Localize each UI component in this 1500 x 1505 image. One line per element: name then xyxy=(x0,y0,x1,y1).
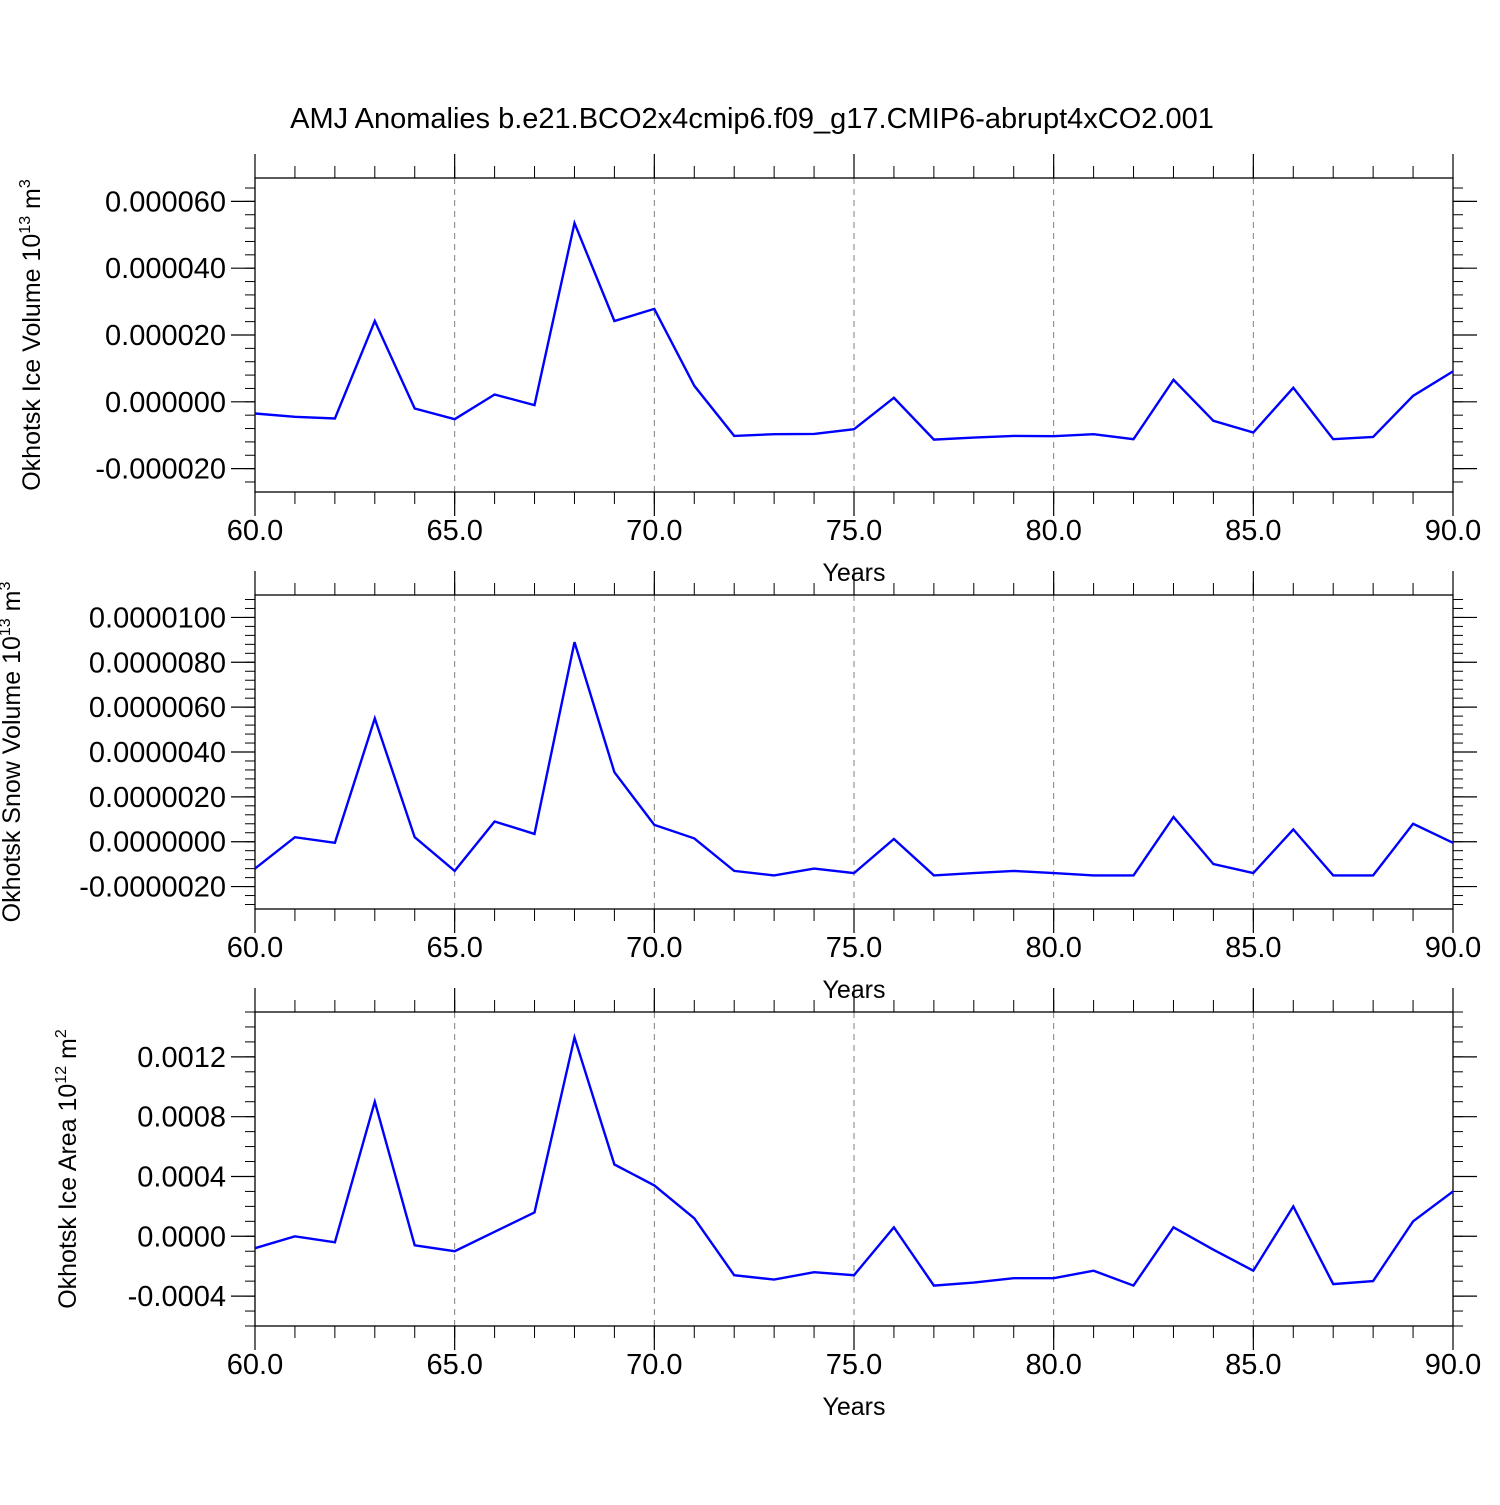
x-tick-label: 60.0 xyxy=(227,515,283,547)
y-tick-label: 0.0000080 xyxy=(89,647,226,679)
x-tick-label: 90.0 xyxy=(1425,932,1481,964)
y-tick-label: 0.000020 xyxy=(105,320,226,352)
y-tick-label: 0.0012 xyxy=(137,1042,226,1074)
x-tick-label: 75.0 xyxy=(826,1349,882,1381)
y-axis-label-superscript: 13 xyxy=(17,216,34,234)
y-tick-label: -0.000020 xyxy=(95,454,226,486)
y-axis-label-part: Okhotsk Ice Area 10 xyxy=(54,1084,82,1309)
y-axis-label-part: Okhotsk Snow Volume 10 xyxy=(0,636,26,922)
y-tick-label: 0.0000020 xyxy=(89,782,226,814)
x-tick-label: 90.0 xyxy=(1425,515,1481,547)
x-tick-label: 70.0 xyxy=(626,515,682,547)
x-tick-label: 85.0 xyxy=(1225,932,1281,964)
x-tick-label: 80.0 xyxy=(1025,515,1081,547)
y-axis-label-part: m xyxy=(54,1038,82,1066)
figure-title: AMJ Anomalies b.e21.BCO2x4cmip6.f09_g17.… xyxy=(290,103,1214,135)
x-tick-label: 70.0 xyxy=(626,1349,682,1381)
y-tick-label: 0.0000100 xyxy=(89,602,226,634)
x-tick-label: 75.0 xyxy=(826,932,882,964)
y-tick-label: 0.0008 xyxy=(137,1102,226,1134)
y-tick-label: 0.000060 xyxy=(105,186,226,218)
y-tick-label: -0.0000020 xyxy=(79,872,226,904)
y-tick-label: 0.0004 xyxy=(137,1161,226,1193)
x-tick-label: 65.0 xyxy=(426,1349,482,1381)
y-tick-label: 0.000000 xyxy=(105,387,226,419)
y-axis-label-superscript: 12 xyxy=(53,1066,70,1084)
y-axis-label-superscript: 2 xyxy=(53,1029,70,1038)
y-axis-label-part: m xyxy=(0,591,26,619)
x-tick-label: 75.0 xyxy=(826,515,882,547)
x-tick-label: 85.0 xyxy=(1225,515,1281,547)
y-tick-label: 0.0000000 xyxy=(89,827,226,859)
x-tick-label: 70.0 xyxy=(626,932,682,964)
x-tick-label: 90.0 xyxy=(1425,1349,1481,1381)
x-tick-label: 60.0 xyxy=(227,1349,283,1381)
y-tick-label: 0.000040 xyxy=(105,253,226,285)
x-tick-label: 65.0 xyxy=(426,515,482,547)
x-tick-label: 65.0 xyxy=(426,932,482,964)
y-tick-label: 0.0000060 xyxy=(89,692,226,724)
x-tick-label: 60.0 xyxy=(227,932,283,964)
y-axis-label-part: Okhotsk Ice Volume 10 xyxy=(18,234,46,491)
y-tick-label: 0.0000040 xyxy=(89,737,226,769)
y-tick-label: 0.0000 xyxy=(137,1221,226,1253)
y-axis-label-superscript: 3 xyxy=(17,179,34,188)
y-axis-label-superscript: 3 xyxy=(0,582,14,591)
y-axis-label-superscript: 13 xyxy=(0,618,14,636)
x-tick-label: 80.0 xyxy=(1025,1349,1081,1381)
x-tick-label: 85.0 xyxy=(1225,1349,1281,1381)
y-axis-label-part: m xyxy=(18,188,46,216)
x-axis-label: Years xyxy=(822,1393,885,1421)
y-tick-label: -0.0004 xyxy=(128,1281,226,1313)
x-tick-label: 80.0 xyxy=(1025,932,1081,964)
